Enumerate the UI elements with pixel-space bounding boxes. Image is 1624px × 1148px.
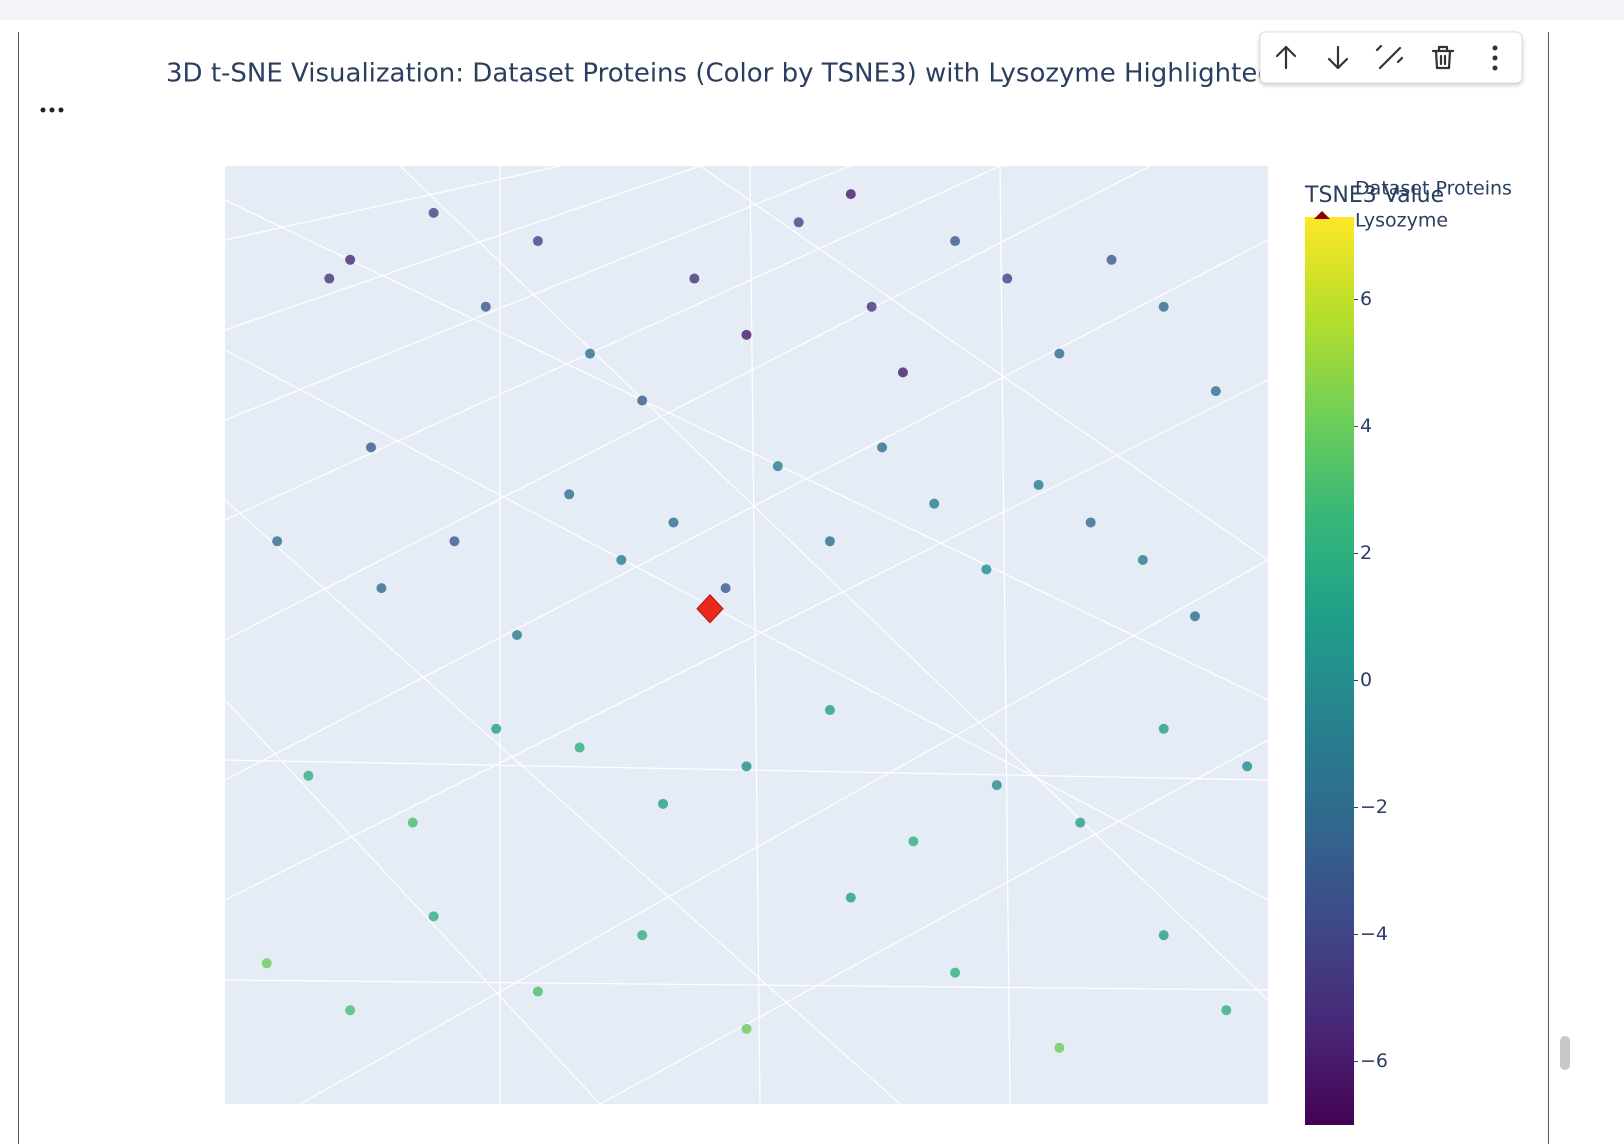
scene-grid xyxy=(225,166,1268,1104)
protein-point xyxy=(616,554,627,565)
protein-point xyxy=(1054,348,1065,359)
protein-point xyxy=(303,770,314,781)
move-up-button[interactable] xyxy=(1275,45,1297,70)
protein-point xyxy=(877,442,888,453)
protein-point xyxy=(1158,930,1169,941)
protein-point xyxy=(532,236,543,247)
protein-point xyxy=(897,367,908,378)
protein-point xyxy=(981,564,992,575)
protein-point xyxy=(845,189,856,200)
top-bar xyxy=(0,0,1624,20)
protein-point xyxy=(668,517,679,528)
protein-point xyxy=(324,273,335,284)
protein-point xyxy=(407,817,418,828)
move-down-button[interactable] xyxy=(1327,45,1349,70)
protein-point xyxy=(866,301,877,312)
protein-point xyxy=(428,207,439,218)
protein-point xyxy=(950,236,961,247)
protein-point xyxy=(1158,723,1169,734)
protein-point xyxy=(272,536,283,547)
protein-point xyxy=(428,911,439,922)
protein-point xyxy=(1075,817,1086,828)
protein-point xyxy=(512,630,523,640)
protein-point xyxy=(845,892,856,903)
protein-point xyxy=(585,348,596,359)
lysozyme-point xyxy=(696,594,724,624)
protein-point xyxy=(480,301,491,312)
colorbar-tick-label: 6 xyxy=(1360,288,1372,310)
protein-point xyxy=(793,217,804,228)
protein-point xyxy=(741,761,752,772)
protein-point xyxy=(1210,386,1221,397)
protein-point xyxy=(1085,517,1096,528)
protein-point xyxy=(637,395,648,406)
protein-point xyxy=(658,798,669,809)
protein-point xyxy=(1106,254,1117,265)
protein-point xyxy=(991,780,1002,791)
protein-point xyxy=(824,536,835,547)
protein-point xyxy=(720,583,731,594)
protein-point xyxy=(929,498,940,509)
colorbar-tick-label: 0 xyxy=(1360,669,1372,691)
protein-point xyxy=(564,489,575,500)
protein-point xyxy=(261,958,272,969)
protein-point xyxy=(1158,301,1169,312)
ai-edit-button[interactable] xyxy=(1375,44,1404,70)
cell-more[interactable] xyxy=(40,107,64,113)
protein-point xyxy=(741,329,752,340)
protein-point xyxy=(366,442,377,453)
protein-point xyxy=(824,705,835,716)
colorbar-tick-label: −2 xyxy=(1360,796,1388,818)
colorbar-tick-label: −6 xyxy=(1360,1050,1388,1072)
scrollbar[interactable] xyxy=(1560,1036,1570,1070)
protein-point xyxy=(1137,554,1148,565)
protein-point xyxy=(950,967,961,978)
protein-point xyxy=(1002,273,1013,284)
protein-point xyxy=(741,1023,752,1034)
scene[interactable] xyxy=(225,166,1268,1104)
legend-label: Lysozyme xyxy=(1355,210,1448,232)
colorbar-tick-label: 4 xyxy=(1360,415,1372,437)
more-button[interactable] xyxy=(1492,45,1498,71)
protein-point xyxy=(532,986,543,997)
protein-point xyxy=(1054,1042,1065,1053)
protein-point xyxy=(908,836,919,847)
chart-title: 3D t-SNE Visualization: Dataset Proteins… xyxy=(166,59,1274,89)
protein-point xyxy=(491,723,502,734)
colorbar-title: TSNE3 Value xyxy=(1304,183,1444,208)
protein-point xyxy=(1033,479,1044,490)
colorbar-tick-label: −4 xyxy=(1360,923,1388,945)
protein-point xyxy=(376,583,387,594)
colorbar xyxy=(1305,217,1354,1125)
legend-label: Dataset Proteins xyxy=(1355,178,1512,200)
delete-button[interactable] xyxy=(1431,45,1455,70)
protein-point xyxy=(1242,761,1253,772)
scene-background xyxy=(225,166,1268,1104)
protein-point xyxy=(1189,611,1200,622)
protein-point xyxy=(637,930,648,941)
protein-point xyxy=(574,742,585,753)
protein-point xyxy=(689,273,700,284)
protein-point xyxy=(449,536,460,547)
protein-point xyxy=(1221,1005,1232,1016)
colorbar-tick-label: 2 xyxy=(1360,542,1372,564)
legend-marker xyxy=(1314,211,1330,219)
protein-point xyxy=(772,461,783,472)
protein-point xyxy=(345,254,356,265)
protein-point xyxy=(345,1005,356,1016)
